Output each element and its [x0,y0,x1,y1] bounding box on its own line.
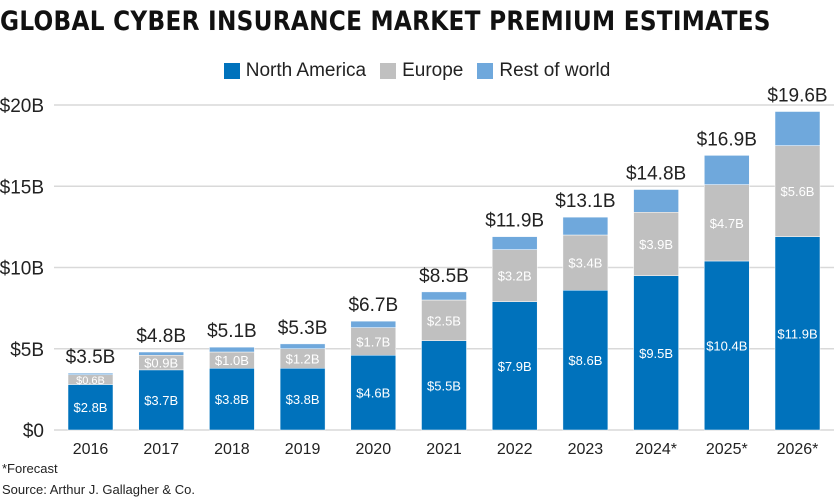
data-label: $1.0B [215,353,249,368]
bar-europe [704,184,750,262]
bar-europe [633,212,679,276]
bar-rest-of-world [704,155,750,185]
data-label: $2.8B [74,400,108,415]
bar-rest-of-world [279,343,326,349]
bar-north-america [633,275,679,431]
bar-europe [774,145,821,237]
bar-rest-of-world [421,291,467,301]
bar-europe [421,299,467,341]
total-label: $13.1B [555,191,615,212]
data-label: $7.9B [498,359,532,374]
data-label: $1.2B [286,351,320,366]
x-tick-label: 2021 [426,441,462,458]
bar-rest-of-world [774,111,821,146]
data-label: $9.5B [639,346,673,361]
bar-rest-of-world [138,351,184,356]
legend-swatch [223,63,240,79]
total-label: $5.3B [278,318,328,339]
bar-north-america [491,301,538,431]
legend-item: Rest of world [477,60,610,82]
total-label: $5.1B [207,321,257,342]
bar-north-america [704,260,750,431]
bar-europe [562,234,609,291]
data-label: $3.8B [286,392,320,407]
data-label: $3.2B [498,269,532,284]
bar-rest-of-world [67,372,114,375]
x-tick-label: 2026* [777,441,819,458]
legend-swatch [477,63,494,79]
total-label: $6.7B [348,295,398,316]
legend-label: Europe [402,60,464,81]
x-tick-label: 2024* [635,441,677,458]
bar-north-america [138,369,184,431]
data-label: $0.9B [144,356,178,371]
total-label: $16.9B [697,129,757,150]
legend-label: North America [245,60,367,81]
data-label: $1.7B [356,334,390,349]
bar-europe [350,327,397,356]
data-label: $3.4B [568,256,602,271]
legend-item: North America [223,60,367,82]
data-label: $8.6B [568,353,602,368]
chart-title: GLOBAL CYBER INSURANCE MARKET PREMIUM ES… [0,6,771,37]
x-tick-label: 2020 [356,441,392,458]
x-tick-label: 2017 [143,441,179,458]
y-tick-label: $15B [0,177,44,198]
bar-rest-of-world [633,189,679,213]
x-tick-label: 2016 [73,441,109,458]
data-label: $5.5B [427,378,461,393]
total-label: $8.5B [419,266,469,287]
bar-rest-of-world [209,346,255,353]
legend: North America Europe Rest of world [0,60,834,82]
bar-north-america [350,355,397,431]
total-label: $19.6B [767,86,827,107]
legend-swatch [380,63,397,79]
data-label: $3.9B [639,237,673,252]
data-label: $5.6B [781,184,815,199]
data-label: $3.7B [144,393,178,408]
bar-north-america [279,368,326,431]
x-tick-label: 2023 [568,441,604,458]
footnote: *Forecast [2,461,58,476]
data-label: $10.4B [706,338,747,353]
total-label: $11.9B [485,211,544,232]
x-tick-label: 2022 [497,441,533,458]
bar-rest-of-world [491,236,538,250]
total-label: $4.8B [136,326,186,347]
data-label: $0.6B [76,375,105,387]
y-tick-label: $20B [0,96,44,117]
data-label: $4.7B [710,216,744,231]
total-label: $14.8B [626,164,686,185]
data-label: $3.8B [215,392,249,407]
bar-north-america [562,290,609,431]
legend-item: Europe [380,60,463,82]
y-tick-label: $10B [0,259,44,280]
legend-label: Rest of world [499,60,611,81]
data-label: $4.6B [356,386,390,401]
source: Source: Arthur J. Gallagher & Co. [2,482,195,497]
bar-europe [491,249,538,302]
x-tick-label: 2018 [214,441,250,458]
bar-north-america [421,340,467,431]
bar-rest-of-world [350,320,397,328]
data-label: $11.9B [777,326,817,341]
y-tick-label: $5B [10,340,44,361]
bar-rest-of-world [562,216,609,236]
data-label: $2.5B [427,313,461,328]
bar-north-america [209,368,255,431]
y-tick-label: $0 [23,421,44,442]
total-label: $3.5B [66,347,116,368]
bar-north-america [774,236,821,431]
x-tick-label: 2019 [285,441,321,458]
x-tick-label: 2025* [706,441,748,458]
